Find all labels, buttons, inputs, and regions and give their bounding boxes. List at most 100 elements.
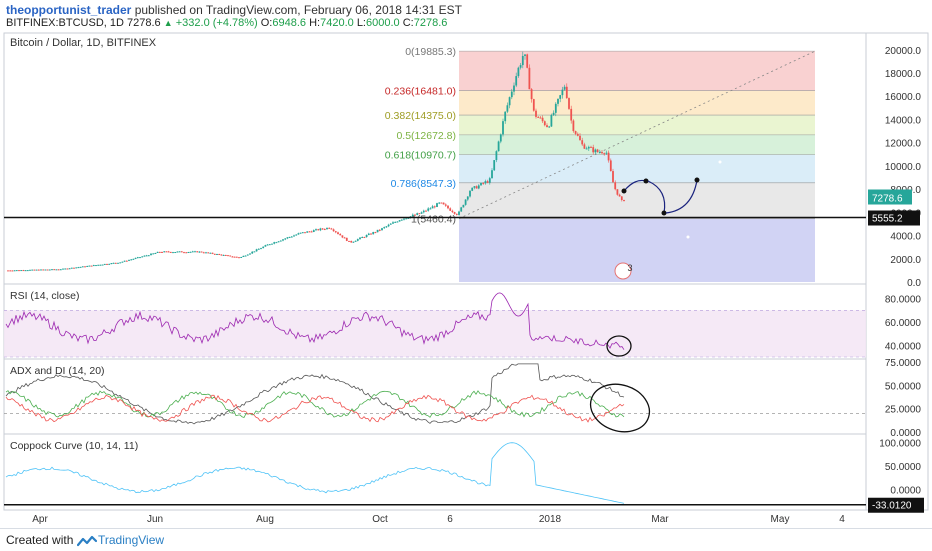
price-axis[interactable]: [865, 32, 929, 511]
candle-body: [561, 89, 564, 96]
candle-body: [521, 55, 524, 66]
candle-body: [165, 251, 168, 253]
adx-pane[interactable]: [3, 358, 867, 435]
candle-body: [275, 242, 278, 244]
candle-body: [196, 251, 199, 253]
chart-canvas[interactable]: 0(19885.3) 0.236(16481.0) 0.382(14375.0) 0.…: [0, 30, 932, 530]
x-axis-tick: Oct: [372, 514, 388, 525]
candle-body: [35, 269, 38, 271]
candle-body: [427, 208, 430, 211]
candle-body: [279, 240, 282, 242]
candle-body: [172, 252, 174, 254]
candle-body: [317, 229, 320, 231]
candle-body: [365, 234, 368, 238]
candle-body: [557, 98, 559, 104]
fib-level-label: 0.5(12672.8): [396, 130, 456, 142]
candle-body: [260, 248, 262, 250]
fib-zone: [459, 154, 815, 183]
candle-body: [64, 268, 67, 270]
candle-body: [383, 227, 386, 229]
candle-body: [418, 213, 421, 215]
coppock-pane[interactable]: [3, 433, 867, 511]
candle-body: [532, 99, 535, 111]
rsi-axis-tick: 40.0000: [885, 341, 922, 352]
projection-point: [643, 178, 649, 184]
candle-body: [466, 196, 469, 200]
price-axis-tick: 2000.0: [890, 255, 921, 266]
tradingview-brand-link[interactable]: TradingView: [98, 533, 165, 547]
candle-body: [286, 237, 289, 239]
candle-body: [565, 86, 568, 99]
candle-body: [216, 254, 218, 256]
candle-body: [484, 181, 487, 184]
candle-body: [13, 270, 16, 272]
candle-body: [158, 251, 161, 253]
candle-body: [73, 267, 75, 269]
candle-body: [97, 264, 100, 266]
candle-body: [381, 228, 383, 231]
candle-body: [385, 226, 388, 228]
candle-body: [125, 260, 128, 262]
candle-body: [568, 98, 570, 109]
candle-body: [304, 232, 306, 234]
candle-body: [515, 76, 518, 86]
candle-body: [581, 140, 584, 145]
candle-body: [570, 108, 573, 121]
candle-body: [539, 117, 542, 119]
support-tag: [868, 210, 920, 226]
candle-body: [130, 259, 133, 261]
rsi-pane-title: RSI (14, close): [10, 290, 79, 302]
adx-line: [5, 363, 625, 425]
x-axis-tick: Mar: [651, 514, 669, 525]
candle-body: [436, 203, 438, 208]
candle-body: [471, 187, 474, 191]
candle-body: [341, 235, 344, 238]
candle-body: [37, 269, 40, 271]
candle-body: [504, 111, 507, 122]
candle-body: [108, 263, 111, 265]
adx-highlight-ellipse: [589, 383, 651, 433]
candle-body: [174, 252, 177, 254]
candle-body: [268, 244, 271, 246]
candle-body: [367, 233, 370, 235]
candle-body: [328, 227, 331, 229]
candle-body: [431, 206, 434, 209]
rsi-indicator: [4, 292, 866, 358]
candle-body: [359, 237, 361, 240]
candle-body: [295, 234, 298, 236]
candle-body: [372, 232, 375, 235]
candle-body: [339, 233, 342, 236]
x-axis-tick: Apr: [32, 514, 48, 525]
x-axis-tick: May: [771, 514, 790, 525]
price-axis-tick: 12000.0: [885, 139, 922, 150]
candle-body: [90, 265, 93, 267]
author-link[interactable]: theopportunist_trader: [6, 3, 132, 17]
candle-body: [554, 103, 557, 113]
candle-body: [176, 251, 179, 253]
candle-body: [321, 228, 324, 230]
candle-body: [541, 117, 544, 122]
candle-body: [438, 202, 441, 204]
candle-body: [332, 229, 335, 232]
candle-body: [44, 269, 47, 271]
rsi-band: [4, 310, 866, 357]
candle-body: [319, 228, 322, 231]
fib-level-label: 0.786(8547.3): [391, 178, 456, 190]
candle-body: [356, 239, 359, 241]
candle-body: [271, 243, 273, 245]
candle-body: [229, 255, 232, 257]
candle-body: [396, 221, 399, 223]
candle-body: [612, 171, 614, 183]
candle-body: [574, 131, 577, 134]
candle-body: [183, 252, 185, 254]
candle-body: [433, 206, 436, 208]
close-value: 7278.6: [413, 17, 448, 29]
coppock-tag: [868, 497, 924, 513]
candle-body: [136, 257, 139, 259]
candle-body: [526, 54, 529, 68]
drawing-annotations[interactable]: 3: [584, 160, 722, 440]
fibonacci-retracement[interactable]: 0(19885.3) 0.236(16481.0) 0.382(14375.0) 0.…: [385, 46, 816, 282]
candle-body: [462, 204, 465, 208]
candle-body: [33, 269, 36, 271]
candle-body: [620, 196, 623, 201]
